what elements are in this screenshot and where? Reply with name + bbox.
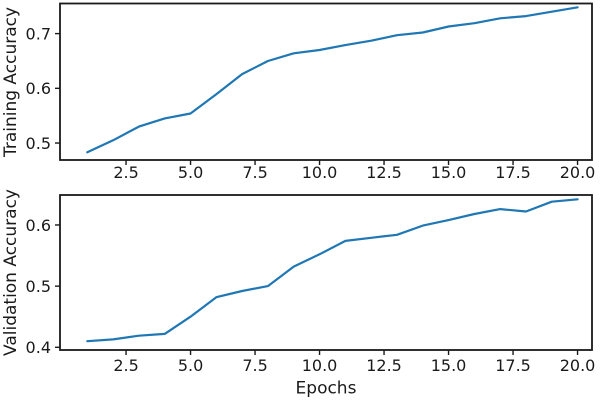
x-tick-label: 10.0 — [302, 356, 338, 375]
training-ylabel: Training Accuracy — [1, 7, 21, 158]
x-tick-label: 2.5 — [113, 163, 138, 182]
training-accuracy-line — [86, 6, 579, 154]
x-tick-label: 7.5 — [242, 163, 267, 182]
x-tick-label: 20.0 — [560, 163, 596, 182]
y-tick-label: 0.5 — [26, 277, 51, 296]
x-tick-label: 5.0 — [178, 163, 203, 182]
validation-ylabel: Validation Accuracy — [1, 189, 21, 356]
y-tick-label: 0.4 — [26, 338, 51, 357]
y-tick-label: 0.7 — [26, 24, 51, 43]
x-tick-label: 15.0 — [431, 356, 467, 375]
validation-accuracy-line — [86, 198, 579, 343]
x-tick-label: 10.0 — [302, 163, 338, 182]
training-accuracy-axes — [59, 2, 593, 161]
x-tick-label: 17.5 — [495, 356, 531, 375]
x-tick-label: 12.5 — [366, 356, 402, 375]
validation-accuracy-axes — [59, 194, 593, 351]
epochs-xlabel: Epochs — [296, 379, 357, 399]
y-tick-label: 0.6 — [26, 216, 51, 235]
x-tick-label: 15.0 — [431, 163, 467, 182]
x-tick-label: 5.0 — [178, 356, 203, 375]
x-tick-label: 2.5 — [113, 356, 138, 375]
y-tick-label: 0.5 — [26, 134, 51, 153]
y-tick-label: 0.6 — [26, 79, 51, 98]
x-tick-label: 7.5 — [242, 356, 267, 375]
x-tick-label: 20.0 — [560, 356, 596, 375]
x-tick-label: 17.5 — [495, 163, 531, 182]
x-tick-label: 12.5 — [366, 163, 402, 182]
axes-layer: 2.5 5.0 7.5 10.0 12.5 15.0 17.5 20.0 0.5 0.6 0.7 2.… — [26, 2, 596, 375]
